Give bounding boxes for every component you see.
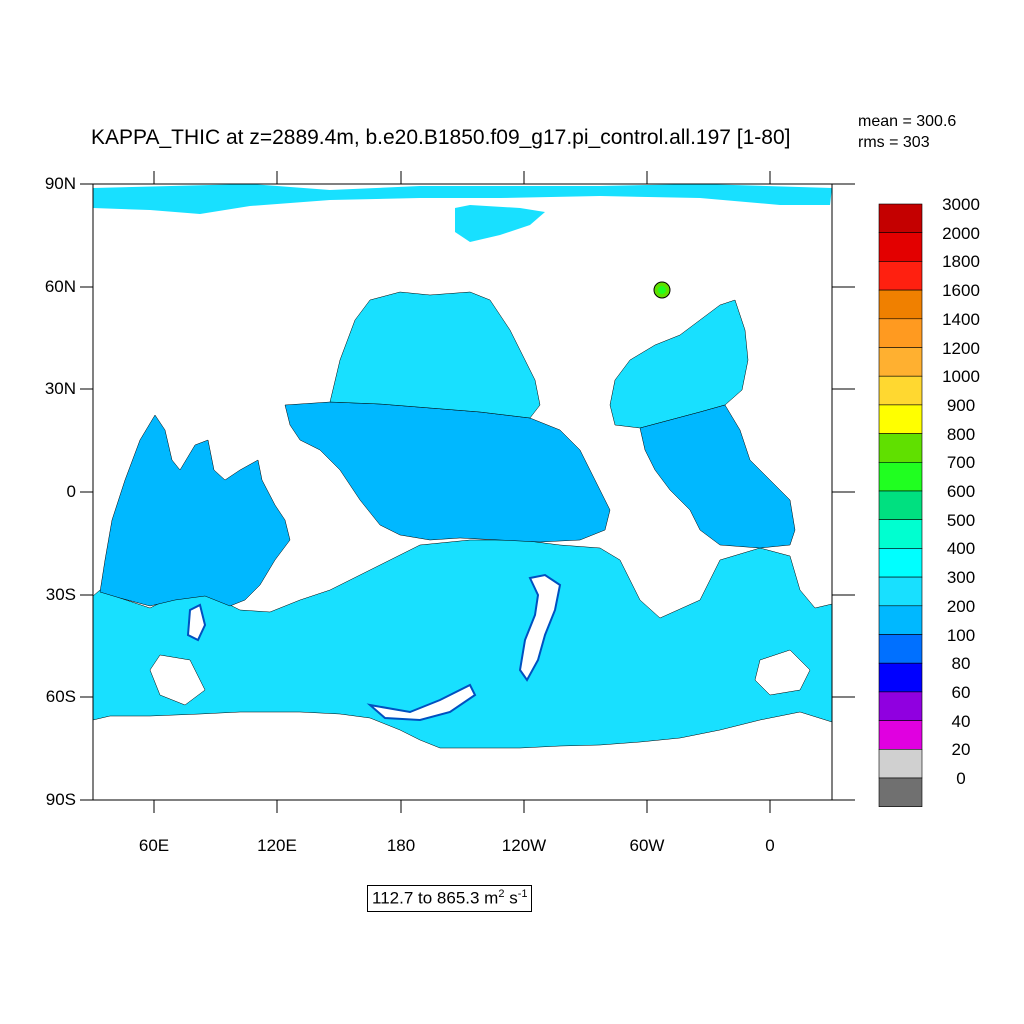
antarctic-hole-5 bbox=[754, 649, 811, 696]
colorbar-level-label: 2000 bbox=[942, 223, 980, 243]
colorbar-level-label: 700 bbox=[946, 453, 976, 473]
colorbar-level-label: 200 bbox=[946, 596, 976, 616]
lon-label-60e: 60E bbox=[138, 836, 170, 855]
indian-ocean bbox=[99, 414, 291, 607]
antarctic-hole-2 bbox=[186, 603, 207, 642]
colorbar-level-label: 1000 bbox=[942, 367, 980, 387]
colorbar-level-label: 600 bbox=[946, 482, 976, 501]
colorbar-level-label: 60 bbox=[951, 682, 971, 702]
colorbar-level-label: 1600 bbox=[942, 281, 980, 301]
southern-ocean bbox=[92, 539, 833, 749]
colorbar-level-label: 1200 bbox=[942, 338, 980, 358]
colorbar-level-label: 400 bbox=[946, 539, 976, 559]
range-sup-1: 2 bbox=[498, 888, 505, 900]
colorbar-level-label: 800 bbox=[946, 424, 976, 444]
north-pacific bbox=[329, 291, 541, 419]
arctic bbox=[93, 184, 832, 214]
lon-label-0: 0 bbox=[765, 836, 775, 855]
lat-label-0: 0 bbox=[66, 482, 76, 501]
lon-label-120e: 120E bbox=[257, 836, 297, 855]
colorbar-level-label: 500 bbox=[946, 510, 976, 530]
colorbar-level-label: 80 bbox=[951, 654, 971, 674]
colorbar-level-label: 1800 bbox=[942, 252, 980, 272]
lat-label-30s: 30S bbox=[45, 585, 76, 604]
colorbar-level-label: 20 bbox=[951, 740, 971, 760]
labrador-hotspot-core bbox=[658, 286, 666, 294]
colorbar-level-label: 100 bbox=[946, 625, 976, 645]
mean-value: mean = 300.6 bbox=[858, 113, 957, 130]
antarctic-hole-4 bbox=[149, 654, 206, 706]
lat-label-60s: 60S bbox=[45, 687, 76, 706]
range-unit-tail: s bbox=[504, 888, 518, 908]
lon-label-180: 180 bbox=[386, 836, 416, 855]
lat-label-60n: 60N bbox=[44, 277, 76, 296]
antarctic-hole-3 bbox=[366, 683, 477, 722]
rms-value: rms = 303 bbox=[858, 134, 930, 151]
antarctic-hole-1 bbox=[518, 573, 562, 682]
lat-label-90s: 90S bbox=[45, 790, 76, 809]
range-sup-2: -1 bbox=[517, 888, 528, 900]
colorbar-level-label: 0 bbox=[956, 769, 966, 788]
plot-title: KAPPA_THIC at z=2889.4m, b.e20.B1850.f09… bbox=[91, 126, 791, 149]
colorbar-level-label: 300 bbox=[946, 568, 976, 588]
value-range: 112.7 to 865.3 m2 s-1 bbox=[367, 885, 533, 912]
arctic-piece bbox=[455, 205, 545, 242]
colorbar-level-label: 1400 bbox=[942, 309, 980, 329]
colorbar-level-label: 40 bbox=[951, 711, 971, 731]
lat-label-90n: 90N bbox=[44, 174, 76, 193]
axis-ticks bbox=[80, 171, 855, 813]
lon-label-60w: 60W bbox=[629, 836, 665, 855]
colorbar-level-label: 900 bbox=[946, 395, 976, 415]
tropical-atlantic bbox=[639, 404, 796, 549]
colorbar-level-label: 3000 bbox=[942, 195, 980, 214]
lat-label-30n: 30N bbox=[44, 379, 76, 398]
lon-label-120w: 120W bbox=[501, 836, 547, 855]
range-text: 112.7 to 865.3 m bbox=[372, 888, 499, 908]
